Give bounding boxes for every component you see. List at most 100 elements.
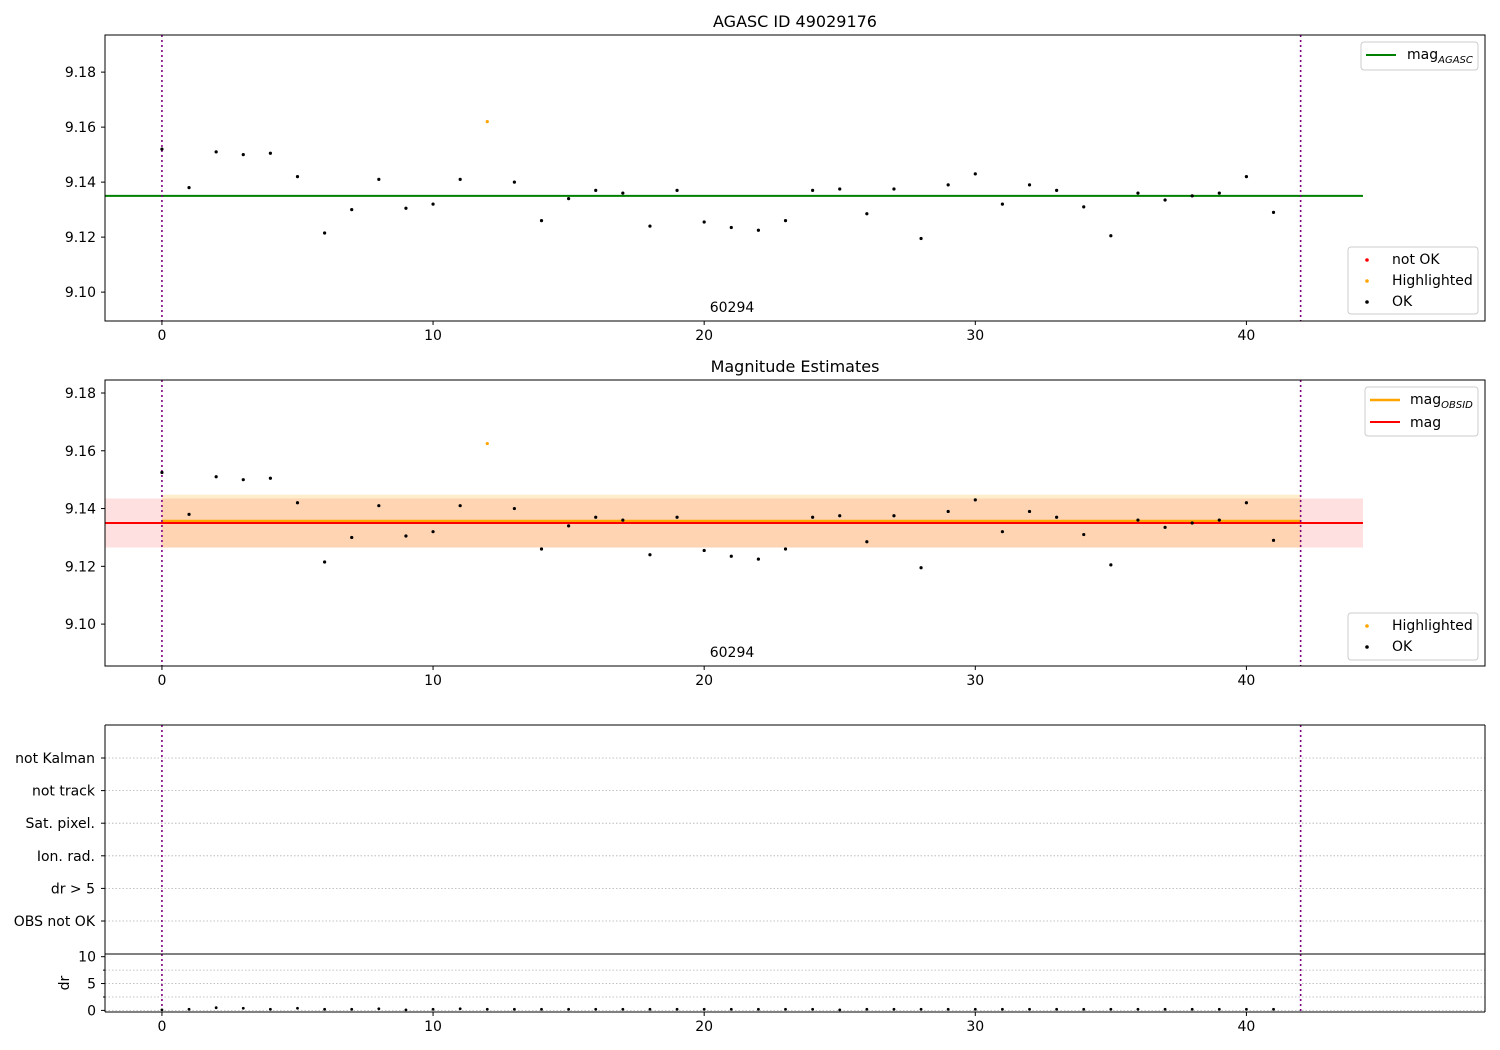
p2-point-ok bbox=[214, 475, 218, 479]
p1-point-ok bbox=[539, 219, 544, 223]
p4-xtick-label: 40 bbox=[1238, 1019, 1256, 1035]
legend-magnitude-ok-marker bbox=[1365, 645, 1369, 649]
p1-point-ok bbox=[295, 175, 300, 179]
p2-point-ok bbox=[567, 524, 571, 528]
p1-xtick-label: 0 bbox=[157, 328, 166, 344]
p2-ytick-label: 9.16 bbox=[65, 444, 96, 460]
p1-point-ok bbox=[431, 202, 435, 206]
p1-point-ok bbox=[675, 188, 679, 192]
p1-point-ok bbox=[1027, 183, 1032, 187]
dr-point bbox=[377, 1007, 381, 1011]
dr-point bbox=[838, 1008, 842, 1012]
legend-obsid-line-label: magOBSID bbox=[1410, 392, 1473, 411]
flag-label: dr > 5 bbox=[51, 881, 95, 897]
panel-flags-axes: OBS not OK dr > 5 Ion. rad. Sat. pixel. not … bbox=[14, 724, 1486, 954]
panel-agasc-background-layer bbox=[105, 35, 1363, 321]
panel-agasc-title: AGASC ID 49029176 bbox=[713, 12, 877, 31]
p2-point-ok bbox=[675, 515, 679, 519]
dr-point bbox=[784, 1007, 787, 1011]
dr-point bbox=[621, 1007, 625, 1011]
p2-ytick-label: 9.14 bbox=[65, 502, 96, 518]
dr-point bbox=[946, 1007, 950, 1011]
p2-point-ok bbox=[865, 540, 869, 544]
dr-point bbox=[1272, 1007, 1275, 1011]
p4-xtick-label: 10 bbox=[424, 1019, 442, 1035]
legend-agasc-line: magAGASC bbox=[1360, 41, 1479, 71]
p2-point-ok bbox=[648, 553, 652, 557]
p1-point-ok bbox=[756, 228, 760, 232]
dr-point bbox=[1001, 1007, 1004, 1011]
p1-point-ok bbox=[648, 224, 652, 228]
panel-agasc-marks bbox=[160, 120, 1276, 241]
p2-ytick-label: 9.12 bbox=[65, 559, 96, 575]
p1-point-ok bbox=[1109, 234, 1113, 238]
dr-point bbox=[404, 1008, 408, 1012]
dr-point bbox=[268, 1007, 272, 1011]
dr-point bbox=[485, 1007, 489, 1011]
p1-point-ok bbox=[241, 153, 245, 157]
legend-highlighted-label: Highlighted bbox=[1392, 273, 1473, 289]
p2-point-ok bbox=[811, 515, 815, 519]
p1-point-ok bbox=[458, 177, 462, 181]
dr-point bbox=[892, 1007, 896, 1011]
dr-point bbox=[1217, 1007, 1221, 1011]
dr-point bbox=[241, 1006, 245, 1010]
p2-point-ok bbox=[594, 515, 598, 519]
p2-point-ok bbox=[1217, 518, 1221, 522]
p1-point-ok bbox=[838, 187, 842, 191]
p1-xtick-label: 10 bbox=[424, 328, 442, 344]
p2-point-ok bbox=[295, 501, 300, 505]
legend-agasc-points-frame bbox=[1347, 246, 1479, 315]
p2-point-ok bbox=[431, 530, 435, 534]
p2-point-ok bbox=[702, 548, 706, 553]
p1-point-ok bbox=[811, 188, 815, 192]
dr-point bbox=[323, 1007, 327, 1011]
p2-point-highlighted bbox=[485, 441, 489, 446]
dr-point bbox=[540, 1007, 543, 1011]
legend-obsid-line-name: mag bbox=[1410, 392, 1441, 408]
dr-point bbox=[512, 1007, 516, 1011]
p2-xtick-label: 10 bbox=[424, 673, 442, 689]
dr-point bbox=[973, 1007, 977, 1011]
p2-point-ok bbox=[268, 476, 272, 480]
legend-highlighted-marker bbox=[1365, 279, 1369, 283]
dr-point bbox=[1245, 1007, 1248, 1011]
p2-point-ok bbox=[1136, 518, 1140, 522]
p2-ytick-label: 9.18 bbox=[65, 386, 96, 402]
panel-agasc-obsid-label: 60294 bbox=[710, 300, 755, 316]
dr-point bbox=[756, 1007, 760, 1011]
dr-point bbox=[919, 1007, 923, 1011]
p4-xtick-label: 0 bbox=[157, 1019, 166, 1035]
p2-point-ok bbox=[187, 512, 191, 516]
legend-obsid-line-subscript: OBSID bbox=[1441, 400, 1473, 411]
p1-ytick-label: 9.16 bbox=[65, 120, 96, 136]
dr-point bbox=[648, 1007, 652, 1011]
p1-point-ok bbox=[783, 219, 788, 223]
panel-dr-background-layer bbox=[105, 954, 1485, 1012]
p1-frame bbox=[104, 34, 1486, 322]
panel-agasc: AGASC ID 49029176 0 10 20 30 40 9.10 9.12 9.14 9… bbox=[65, 12, 1486, 344]
panel-magnitude-obsid-label: 60294 bbox=[710, 645, 755, 661]
flag-label: Sat. pixel. bbox=[26, 816, 95, 832]
p1-point-ok bbox=[323, 231, 327, 235]
p1-point-ok bbox=[865, 212, 869, 216]
p2-point-ok bbox=[1109, 563, 1113, 567]
dr-point bbox=[1028, 1007, 1031, 1011]
dr-point bbox=[729, 1007, 733, 1011]
p1-xtick-label: 20 bbox=[695, 328, 713, 344]
p2-point-ok bbox=[1082, 532, 1086, 537]
legend-magnitude-ok-label: OK bbox=[1392, 639, 1413, 655]
dr-point bbox=[350, 1007, 354, 1011]
p1-point-ok bbox=[377, 177, 381, 181]
legend-agasc-line-frame bbox=[1360, 41, 1479, 71]
panel-dr: 0 10 20 30 40 0 5 10 dr bbox=[57, 950, 1486, 1035]
legend-not-ok-label: not OK bbox=[1392, 252, 1440, 268]
panel-dr-ylabel: dr bbox=[57, 975, 73, 990]
p2-point-ok bbox=[1000, 530, 1005, 534]
p1-point-ok bbox=[892, 187, 896, 191]
p1-point-ok bbox=[729, 225, 733, 230]
legend-magnitude-highlighted-marker bbox=[1365, 624, 1369, 628]
legend-ok-marker bbox=[1365, 300, 1369, 304]
dr-point bbox=[458, 1007, 462, 1011]
panel-flags-background-layer bbox=[105, 725, 1485, 954]
